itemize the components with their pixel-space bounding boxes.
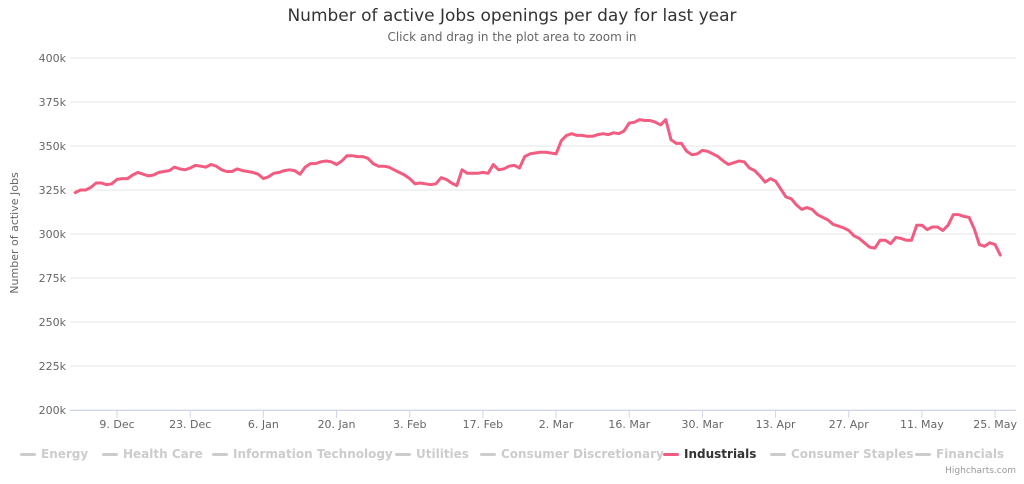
x-tick-label: 23. Dec	[169, 418, 211, 431]
legend-label: Financials	[936, 447, 1005, 461]
legend-label: Consumer Discretionary	[501, 447, 664, 461]
x-tick-label: 17. Feb	[463, 418, 503, 431]
legend-line-icon	[395, 452, 411, 456]
y-tick-label: 375k	[39, 96, 67, 109]
x-tick-label: 9. Dec	[99, 418, 134, 431]
x-tick-label: 16. Mar	[608, 418, 650, 431]
y-tick-label: 200k	[39, 404, 67, 417]
legend-line-icon	[20, 452, 36, 456]
x-tick-label: 2. Mar	[539, 418, 574, 431]
x-tick-label: 27. Apr	[829, 418, 869, 431]
legend-item-financials[interactable]: Financials	[915, 447, 1004, 461]
legend-label: Industrials	[684, 447, 757, 461]
y-tick-label: 400k	[39, 52, 67, 65]
y-tick-label: 350k	[39, 140, 67, 153]
x-tick-label: 25. May	[973, 418, 1017, 431]
legend-item-consumer-discretionary[interactable]: Consumer Discretionary	[480, 447, 664, 461]
series-group	[73, 118, 1002, 257]
legend-item-utilities[interactable]: Utilities	[395, 447, 469, 461]
series-line-industrials[interactable]	[73, 118, 1002, 257]
legend-label: Energy	[41, 447, 89, 461]
x-tick-label: 30. Mar	[682, 418, 724, 431]
y-tick-label: 275k	[39, 272, 67, 285]
y-axis-labels: 200k 225k 250k 275k 300k 325k 350k 375k 400k	[39, 52, 67, 417]
legend-label: Health Care	[123, 447, 203, 461]
y-tick-label: 325k	[39, 184, 67, 197]
legend-label: Information Technology	[233, 447, 393, 461]
x-tick-label: 20. Jan	[318, 418, 356, 431]
x-tick-label: 11. May	[900, 418, 944, 431]
legend-item-health-care[interactable]: Health Care	[102, 447, 203, 461]
x-tick-label: 3. Feb	[393, 418, 426, 431]
legend-item-information-technology[interactable]: Information Technology	[212, 447, 393, 461]
x-tick-label: 6. Jan	[248, 418, 279, 431]
legend-line-icon	[102, 452, 118, 456]
legend-line-icon	[915, 452, 931, 456]
legend-item-energy[interactable]: Energy	[20, 447, 88, 461]
x-tick-label: 13. Apr	[756, 418, 796, 431]
legend-line-icon	[770, 452, 786, 456]
chart-subtitle: Click and drag in the plot area to zoom …	[387, 30, 637, 44]
legend-line-icon	[480, 452, 496, 456]
legend-item-industrials[interactable]: Industrials	[663, 447, 756, 461]
y-tick-label: 225k	[39, 360, 67, 373]
x-axis: 9. Dec 23. Dec 6. Jan 20. Jan 3. Feb 17. Feb 2…	[70, 410, 1017, 431]
legend-item-consumer-staples[interactable]: Consumer Staples	[770, 447, 913, 461]
legend-line-icon	[212, 452, 228, 456]
grid-lines	[70, 57, 1016, 411]
legend-label: Utilities	[416, 447, 469, 461]
legend-line-icon	[663, 452, 679, 456]
chart-title: Number of active Jobs openings per day f…	[287, 6, 737, 26]
credits-link[interactable]: Highcharts.com	[945, 466, 1016, 476]
y-tick-label: 250k	[39, 316, 67, 329]
y-tick-label: 300k	[39, 228, 67, 241]
legend: Energy Health Care Information Technology U…	[20, 447, 1010, 463]
legend-label: Consumer Staples	[791, 447, 914, 461]
y-axis-title: Number of active Jobs	[8, 172, 21, 294]
